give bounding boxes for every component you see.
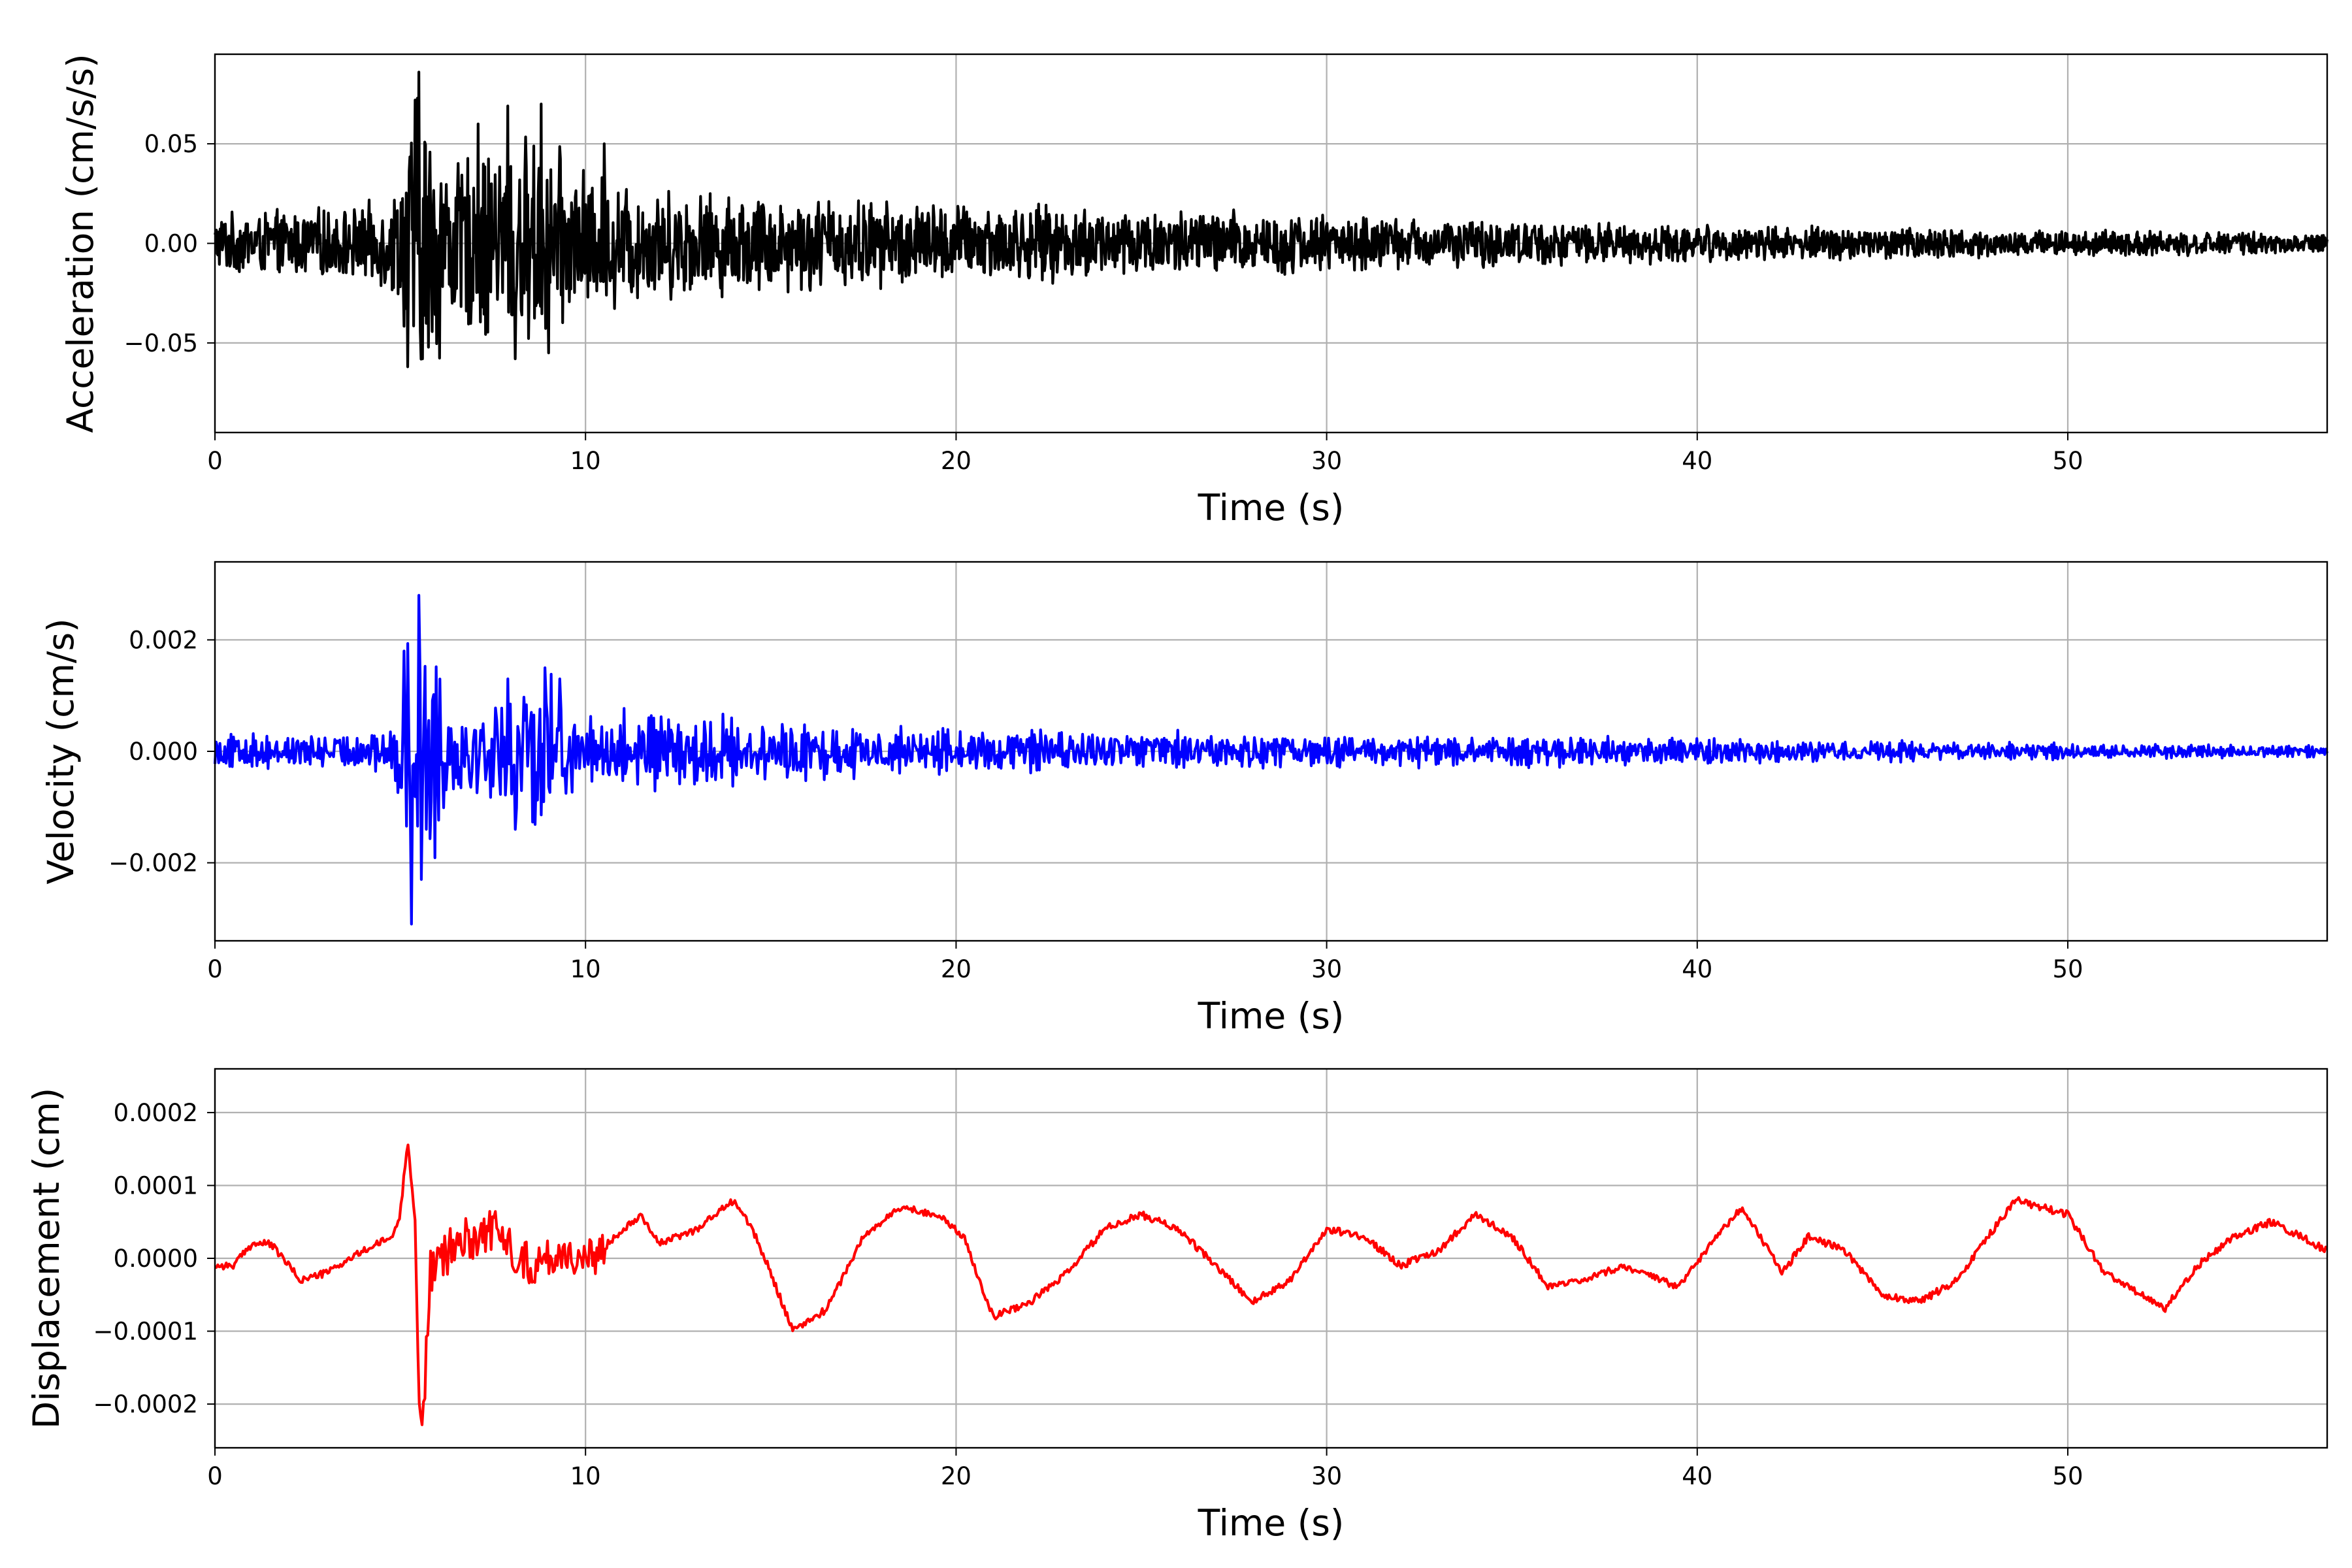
x-tick-label: 20 — [941, 1462, 972, 1490]
x-tick-label: 0 — [207, 447, 223, 475]
x-tick-label: 40 — [1682, 1462, 1712, 1490]
x-axis-label: Time (s) — [1198, 1502, 1345, 1544]
velocity-series-line — [213, 594, 2329, 926]
y-tick-label: 0.00 — [144, 230, 198, 258]
acceleration-series-line — [213, 71, 2329, 368]
x-tick-label: 0 — [207, 955, 223, 983]
x-axis-label: Time (s) — [1198, 487, 1345, 529]
velocity-panel: 0 10 20 30 40 50 −0.002 0.000 0.002 Time (s) Veloc… — [40, 561, 2329, 1037]
y-tick-label: 0.000 — [129, 738, 198, 766]
x-tick-label: 20 — [941, 447, 972, 475]
y-tick-label: −0.05 — [124, 329, 198, 357]
x-tick-label: 10 — [570, 1462, 601, 1490]
x-tick-label: 40 — [1682, 447, 1712, 475]
y-tick-label: −0.0002 — [93, 1390, 198, 1418]
y-axis-label: Velocity (cm/s) — [40, 618, 82, 884]
x-tick-label: 10 — [570, 955, 601, 983]
acceleration-panel: 0 10 20 30 40 50 −0.05 0.00 0.05 Time (s) Accelera… — [59, 53, 2329, 529]
x-tick-label: 30 — [1311, 447, 1342, 475]
x-tick-label: 50 — [2052, 955, 2083, 983]
x-tick-label: 20 — [941, 955, 972, 983]
x-tick-label: 50 — [2052, 1462, 2083, 1490]
y-tick-label: −0.0001 — [93, 1318, 198, 1346]
x-tick-label: 10 — [570, 447, 601, 475]
y-tick-label: 0.0001 — [114, 1172, 198, 1200]
displacement-series-line — [214, 1143, 2328, 1426]
y-tick-label: 0.002 — [129, 626, 198, 654]
y-tick-label: 0.05 — [144, 130, 198, 158]
displacement-panel: 0 10 20 30 40 50 −0.0002 −0.0001 0.0000 0.0001 0.0… — [25, 1068, 2328, 1544]
y-tick-label: 0.0002 — [114, 1099, 198, 1127]
y-axis-label: Displacement (cm) — [25, 1088, 67, 1429]
x-tick-label: 40 — [1682, 955, 1712, 983]
x-axis-label: Time (s) — [1198, 995, 1345, 1037]
y-axis-label: Acceleration (cm/s/s) — [59, 54, 101, 433]
x-tick-label: 30 — [1311, 1462, 1342, 1490]
x-tick-label: 50 — [2052, 447, 2083, 475]
x-tick-label: 0 — [207, 1462, 223, 1490]
x-tick-label: 30 — [1311, 955, 1342, 983]
y-tick-label: −0.002 — [108, 849, 198, 877]
y-tick-label: 0.0000 — [114, 1245, 198, 1273]
grid — [214, 1069, 2327, 1448]
